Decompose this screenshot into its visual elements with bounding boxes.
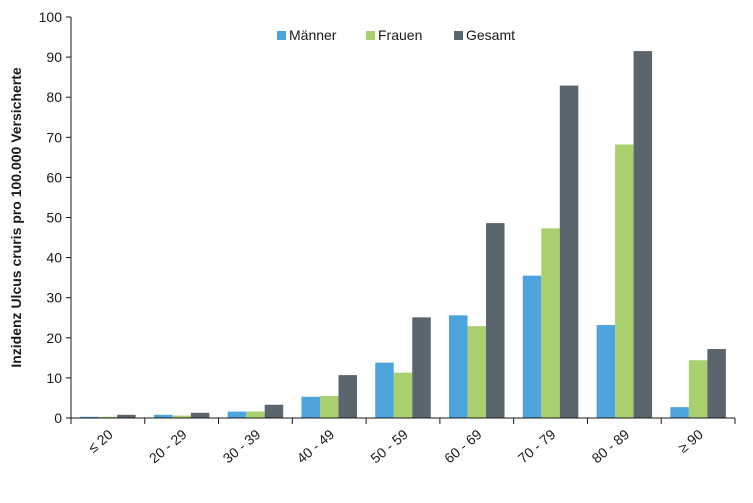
y-tick-label: 0 <box>54 410 62 426</box>
legend-label-männer: Männer <box>289 27 337 43</box>
y-tick-label: 10 <box>46 370 62 386</box>
y-axis-label: Inzidenz Ulcus cruris pro 100.000 Versic… <box>8 67 24 368</box>
bar-frauen-7 <box>615 144 634 418</box>
bar-männer-2 <box>227 411 247 418</box>
legend-swatch-männer <box>277 31 286 40</box>
bar-gesamt-8 <box>707 349 726 418</box>
bar-frauen-2 <box>246 411 265 418</box>
bar-männer-3 <box>301 396 320 418</box>
y-tick-label: 90 <box>46 49 62 65</box>
y-tick-label: 80 <box>46 89 62 105</box>
y-tick-label: 20 <box>46 330 62 346</box>
bar-gesamt-5 <box>486 223 505 418</box>
bar-gesamt-3 <box>338 375 357 418</box>
x-tick-label: 50 - 59 <box>367 426 411 466</box>
y-tick-label: 50 <box>46 210 62 226</box>
y-tick-label: 100 <box>39 9 63 25</box>
bar-gesamt-7 <box>633 51 653 419</box>
bar-frauen-3 <box>319 395 339 418</box>
bar-gesamt-2 <box>264 404 284 418</box>
bar-männer-6 <box>522 275 542 418</box>
bar-gesamt-6 <box>559 85 579 419</box>
x-tick-label: ≤ 20 <box>85 426 116 456</box>
bar-gesamt-0 <box>117 414 136 418</box>
x-tick-label: 20 - 29 <box>146 426 190 466</box>
legend: Männer Frauen Gesamt <box>277 27 515 43</box>
legend-swatch-frauen <box>366 31 375 40</box>
bar-frauen-4 <box>393 372 413 418</box>
x-tick-label: 70 - 79 <box>515 426 559 466</box>
bar-frauen-8 <box>688 360 708 418</box>
y-tick-label: 60 <box>46 169 62 185</box>
bar-männer-8 <box>670 407 689 418</box>
x-tick-label: ≥ 90 <box>675 426 706 456</box>
bar-frauen-5 <box>467 326 487 418</box>
y-tick-label: 70 <box>46 129 62 145</box>
legend-label-frauen: Frauen <box>378 27 422 43</box>
bar-frauen-0 <box>98 416 118 418</box>
y-tick-label: 30 <box>46 290 62 306</box>
y-ticks-group: 0 10 20 30 40 50 60 70 80 90 100 <box>39 9 71 426</box>
legend-swatch-gesamt <box>454 31 463 40</box>
bar-frauen-6 <box>541 228 560 418</box>
x-tick-label: 80 - 89 <box>589 426 633 466</box>
bar-männer-1 <box>153 414 173 418</box>
bars-group <box>80 51 726 419</box>
x-tick-label: 40 - 49 <box>293 426 337 466</box>
y-tick-label: 40 <box>46 250 62 266</box>
bar-frauen-1 <box>172 415 191 418</box>
legend-label-gesamt: Gesamt <box>466 27 515 43</box>
bar-männer-5 <box>449 315 468 418</box>
x-tick-label: 30 - 39 <box>220 426 264 466</box>
bar-gesamt-4 <box>412 317 431 418</box>
bar-männer-4 <box>375 362 394 418</box>
x-tick-label: 60 - 69 <box>441 426 485 466</box>
bar-männer-0 <box>80 416 99 418</box>
bar-männer-7 <box>596 324 616 418</box>
bar-gesamt-1 <box>190 412 210 418</box>
x-ticks-group: ≤ 20 20 - 29 30 - 39 40 - 49 50 - 59 60 - 69 7… <box>70 418 736 466</box>
